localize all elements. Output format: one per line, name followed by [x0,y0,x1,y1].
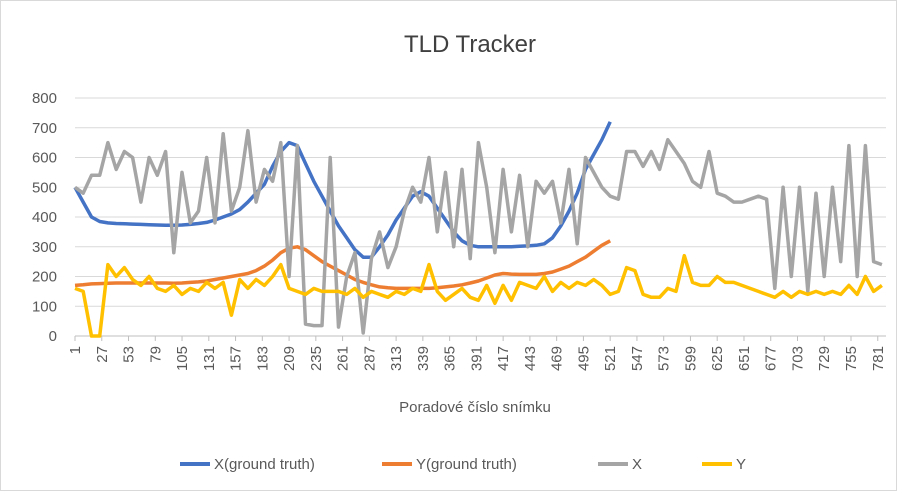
x-tick-label: 573 [656,346,673,371]
x-tick-label: 105 [174,346,191,371]
series-line [73,128,883,335]
x-tick-label: 365 [442,346,459,371]
x-tick-label: 183 [254,346,271,371]
legend-label: Y [736,456,746,473]
x-tick-label: 651 [736,346,753,371]
legend-label: Y(ground truth) [416,456,517,473]
x-tick-label: 599 [682,346,699,371]
y-tick-label: 300 [32,239,57,256]
x-tick-label: 417 [495,346,512,371]
x-tick-label: 131 [201,346,218,371]
x-tick-label: 521 [602,346,619,371]
y-tick-label: 200 [32,269,57,286]
y-tick-label: 600 [32,150,57,167]
x-tick-label: 1 [67,346,84,354]
chart-title: TLD Tracker [404,31,536,58]
y-tick-label: 0 [49,328,57,345]
y-tick-label: 500 [32,179,57,196]
series-line [74,239,612,291]
y-tick-label: 800 [32,90,57,107]
x-tick-label: 729 [816,346,833,371]
x-axis-label: Poradové číslo snímku [399,399,551,416]
x-tick-label: 235 [308,346,325,371]
x-tick-label: 443 [522,346,539,371]
legend-label: X [632,456,642,473]
x-tick-label: 391 [468,346,485,371]
x-tick-label: 79 [147,346,164,363]
x-tick-label: 27 [94,346,111,363]
y-tick-label: 700 [32,120,57,137]
x-tick-label: 625 [709,346,726,371]
x-tick-label: 53 [121,346,138,363]
x-tick-label: 781 [870,346,887,371]
x-tick-label: 209 [281,346,298,371]
series-line [74,253,883,338]
x-tick-label: 287 [361,346,378,371]
y-tick-label: 400 [32,209,57,226]
x-tick-label: 339 [415,346,432,371]
x-tick-label: 495 [575,346,592,371]
x-tick-label: 755 [843,346,860,371]
x-tick-label: 547 [629,346,646,371]
x-tick-label: 157 [228,346,245,371]
x-tick-label: 261 [335,346,352,371]
series-line [73,121,612,259]
x-tick-label: 469 [549,346,566,371]
x-tick-label: 677 [763,346,780,371]
x-tick-label: 703 [789,346,806,371]
legend-label: X(ground truth) [214,456,315,473]
y-tick-label: 100 [32,298,57,315]
x-tick-label: 313 [388,346,405,371]
